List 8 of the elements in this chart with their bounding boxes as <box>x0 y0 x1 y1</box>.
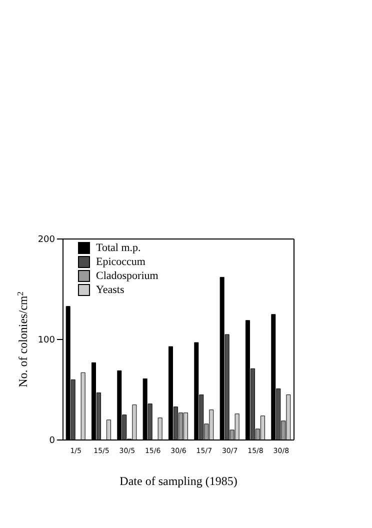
y-tick-label: 0 <box>49 436 56 446</box>
y-tick-label: 200 <box>38 235 56 246</box>
legend-label: Cladosporium <box>96 269 158 283</box>
y-tick-label: 100 <box>38 336 56 346</box>
legend-label: Epicoccum <box>96 255 146 269</box>
legend-label: Total m.p. <box>96 241 141 255</box>
legend-label: Yeasts <box>96 283 124 297</box>
x-axis-title: Date of sampling (1985) <box>120 474 238 488</box>
